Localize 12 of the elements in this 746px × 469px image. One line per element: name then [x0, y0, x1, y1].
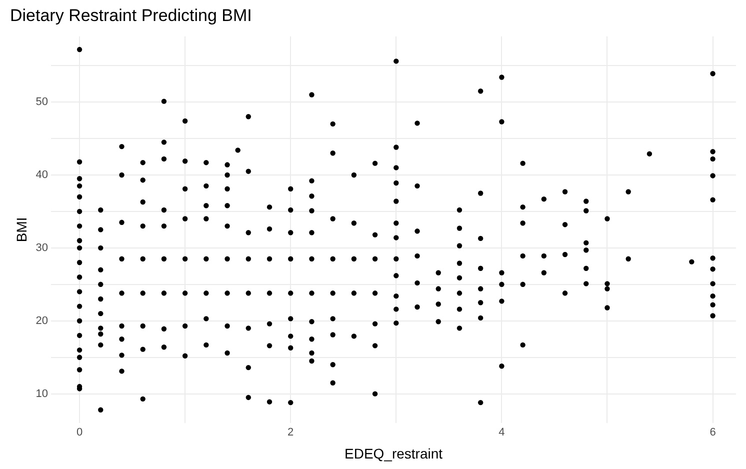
- x-tick-label: 4: [498, 426, 505, 439]
- y-tick-label: 30: [36, 242, 48, 254]
- y-tick-label: 20: [36, 314, 48, 327]
- y-tick-label: 50: [36, 96, 48, 108]
- chart-title: Dietary Restraint Predicting BMI: [10, 6, 252, 25]
- x-tick-label: 2: [288, 426, 294, 439]
- x-tick-label: 6: [710, 426, 716, 439]
- y-tick-label: 10: [36, 388, 48, 400]
- y-axis-title: BMI: [13, 217, 30, 242]
- x-axis-title: EDEQ_restraint: [344, 445, 443, 462]
- x-tick-label: 0: [76, 426, 83, 439]
- y-tick-label: 40: [36, 169, 48, 182]
